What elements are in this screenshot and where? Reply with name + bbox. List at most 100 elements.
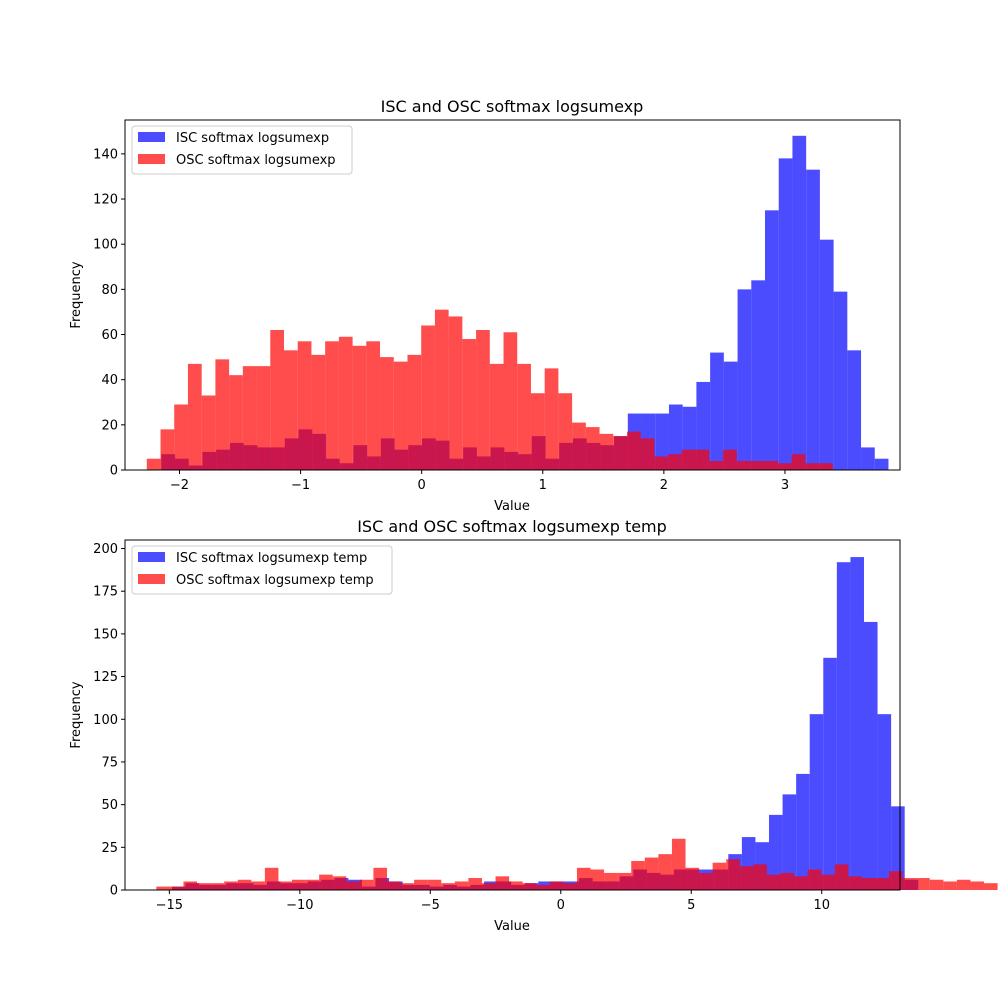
chart-2-legend-box xyxy=(131,545,393,595)
histogram-bar-osc xyxy=(183,881,198,890)
histogram-bar-osc xyxy=(332,876,347,890)
y-tick-label: 60 xyxy=(101,328,118,343)
histogram-bar-osc xyxy=(366,341,381,470)
histogram-bar-osc xyxy=(292,879,306,890)
histogram-bar-osc xyxy=(889,871,903,890)
y-tick-label: 150 xyxy=(93,627,118,642)
histogram-bar-osc xyxy=(215,359,230,470)
histogram-bar-osc xyxy=(264,867,279,890)
histogram-bar-osc xyxy=(599,433,614,470)
histogram-bar-osc xyxy=(984,883,998,890)
histogram-bar-osc xyxy=(224,881,238,890)
histogram-bar-osc xyxy=(739,866,754,890)
histogram-bar-isc xyxy=(877,714,892,890)
histogram-bar-osc xyxy=(695,449,710,470)
chart-1-legend: ISC softmax logsumexp OSC softmax logsum… xyxy=(131,125,353,175)
histogram-bar-osc xyxy=(604,872,618,890)
chart-1-legend-swatch-isc xyxy=(138,132,165,142)
histogram-bar-osc xyxy=(726,859,740,890)
chart-2-ylabel: Frequency xyxy=(69,681,84,748)
histogram-bar-osc xyxy=(530,393,545,470)
histogram-bar-isc xyxy=(710,352,724,470)
y-tick-label: 0 xyxy=(110,464,118,479)
histogram-bar-isc xyxy=(792,135,807,470)
x-tick-label: −1 xyxy=(291,478,310,493)
histogram-bar-isc xyxy=(796,773,810,890)
histogram-bar-isc xyxy=(751,280,766,470)
histogram-bar-osc xyxy=(352,345,367,470)
histogram-bar-osc xyxy=(156,886,170,890)
histogram-bar-osc xyxy=(187,363,202,470)
histogram-bar-osc xyxy=(201,395,216,470)
chart-2-title: ISC and OSC softmax logsumexp temp xyxy=(357,517,667,536)
histogram-bar-osc xyxy=(229,375,243,470)
histogram-bar-osc xyxy=(766,874,781,890)
histogram-bar-osc xyxy=(875,878,890,890)
histogram-bar-osc xyxy=(338,336,353,470)
y-tick-label: 80 xyxy=(101,283,118,298)
histogram-bar-osc xyxy=(197,883,211,890)
histogram-bar-isc xyxy=(806,169,820,470)
histogram-bar-osc xyxy=(640,438,655,470)
histogram-bar-osc xyxy=(712,862,727,890)
histogram-bar-osc xyxy=(658,854,672,890)
histogram-bar-osc xyxy=(517,363,531,470)
histogram-bar-isc xyxy=(874,458,889,470)
histogram-bar-osc xyxy=(544,368,559,470)
histogram-bar-osc xyxy=(753,864,767,890)
histogram-bar-osc xyxy=(522,883,537,890)
histogram-bar-osc xyxy=(427,879,442,890)
y-tick-label: 75 xyxy=(101,755,118,770)
histogram-bar-osc xyxy=(791,454,806,470)
histogram-bar-osc xyxy=(723,449,737,470)
histogram-bar-osc xyxy=(476,330,490,470)
histogram-bar-osc xyxy=(386,881,401,890)
histogram-bar-osc xyxy=(359,879,374,890)
y-tick-label: 175 xyxy=(93,585,118,600)
x-tick-label: −2 xyxy=(170,478,189,493)
histogram-bar-osc xyxy=(174,404,188,470)
y-tick-label: 140 xyxy=(93,147,118,162)
histogram-bar-osc xyxy=(834,864,849,890)
histogram-bar-osc xyxy=(558,393,573,470)
histogram-bar-osc xyxy=(617,872,632,890)
histogram-bar-osc xyxy=(414,879,428,890)
chart-1-legend-label-isc: ISC softmax logsumexp xyxy=(176,131,329,146)
histogram-bar-isc xyxy=(819,239,834,470)
histogram-bar-osc xyxy=(805,463,820,470)
histogram-bar-isc xyxy=(737,289,752,470)
chart-1-xlabel: Value xyxy=(494,499,530,514)
histogram-bar-osc xyxy=(495,876,510,890)
histogram-bar-osc xyxy=(325,341,339,470)
chart-1: −2 −1 0 1 2 3 0 20 40 60 80 100 120 140 ISC and OSC s… xyxy=(69,97,901,514)
histogram-bar-osc xyxy=(421,325,435,470)
histogram-bar-osc xyxy=(699,872,713,890)
histogram-bar-osc xyxy=(777,463,792,470)
x-tick-label: 1 xyxy=(539,478,547,493)
histogram-bar-osc xyxy=(407,354,422,470)
y-tick-label: 20 xyxy=(101,418,118,433)
histogram-bar-isc xyxy=(861,447,875,470)
histogram-bar-osc xyxy=(454,881,469,890)
histogram-bar-osc xyxy=(270,330,284,470)
x-tick-label: −5 xyxy=(421,898,440,913)
chart-2-legend: ISC softmax logsumexp temp OSC softmax l… xyxy=(131,545,393,595)
histogram-bar-osc xyxy=(709,460,724,470)
histogram-bar-osc xyxy=(848,876,862,890)
chart-1-legend-swatch-osc xyxy=(138,154,165,164)
histogram-bar-osc xyxy=(681,449,696,470)
histogram-bar-osc xyxy=(549,881,564,890)
histogram-bar-osc xyxy=(160,429,175,470)
x-tick-label: 2 xyxy=(660,478,668,493)
x-tick-label: 3 xyxy=(781,478,789,493)
x-tick-label: −10 xyxy=(286,898,313,913)
chart-1-ticks: −2 −1 0 1 2 3 0 20 40 60 80 100 120 140 xyxy=(93,147,789,493)
histogram-bar-isc xyxy=(836,562,851,890)
x-tick-label: 0 xyxy=(557,898,565,913)
y-tick-label: 200 xyxy=(93,542,118,557)
histogram-bar-osc xyxy=(572,422,586,470)
histogram-bar-osc xyxy=(685,867,700,890)
histogram-bar-osc xyxy=(780,872,795,890)
x-tick-label: 0 xyxy=(418,478,426,493)
histogram-bar-osc xyxy=(319,874,333,890)
